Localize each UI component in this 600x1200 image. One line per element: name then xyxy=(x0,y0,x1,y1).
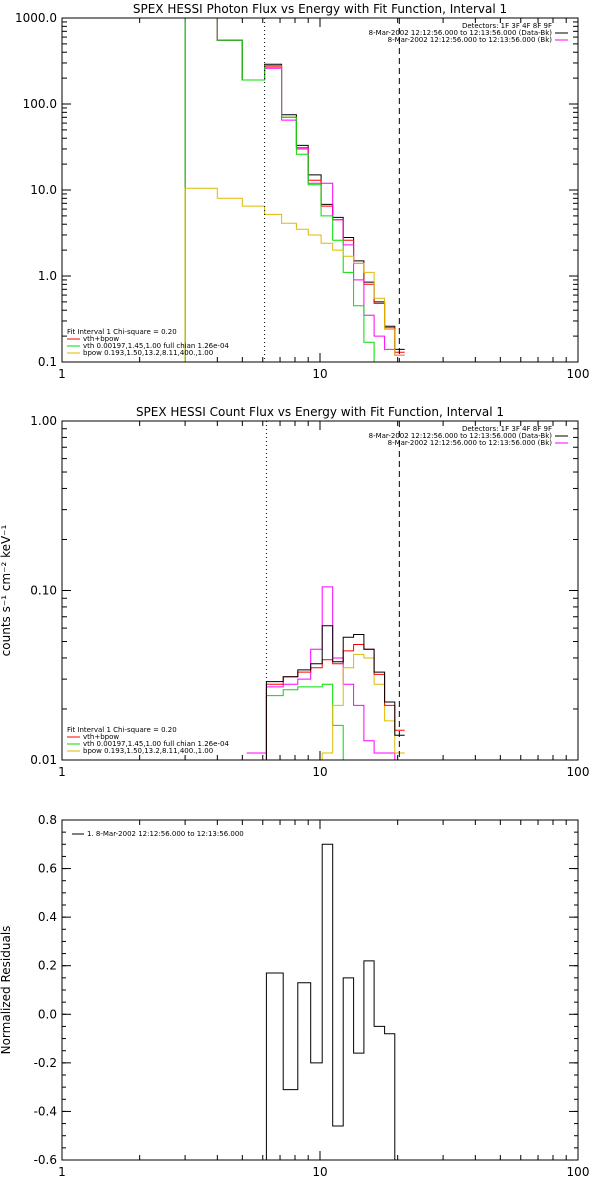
count-xtick-label: 100 xyxy=(567,765,590,779)
count-legend-entry: vth 0.00197,1.45,1.00 full chian 1.26e-0… xyxy=(83,740,229,748)
photon-legend-entry: vth+bpow xyxy=(83,335,119,343)
residuals-xtick-label: 1 xyxy=(58,1165,66,1179)
photon-ytick-label: 1000.0 xyxy=(15,11,57,25)
residuals-ytick-label: 0.6 xyxy=(38,862,57,876)
photon-series-vth xyxy=(184,18,405,362)
photon-info-line: Detectors: 1F 3F 4F 8F 9F xyxy=(462,22,552,30)
count-xtick-label: 10 xyxy=(312,765,327,779)
count-series-bpow xyxy=(265,653,405,760)
residuals-xtick-label: 10 xyxy=(312,1165,327,1179)
residuals-ytick-label: -0.6 xyxy=(34,1153,57,1167)
photon-legend-entry: bpow 0.193,1.50,13.2,8.11,400.,1.00 xyxy=(83,349,213,357)
count-ylabel: counts s⁻¹ cm⁻² keV⁻¹ xyxy=(0,524,13,656)
residuals-series-residual xyxy=(265,843,396,1160)
residuals-ytick-label: 0.4 xyxy=(38,910,57,924)
count-ytick-label: 1.00 xyxy=(30,414,57,428)
photon-xtick-label: 100 xyxy=(567,367,590,381)
photon-ytick-label: 1.0 xyxy=(38,269,57,283)
residuals-ytick-label: 0.2 xyxy=(38,959,57,973)
count-series-background xyxy=(246,586,405,760)
photon-xtick-label: 1 xyxy=(58,367,66,381)
residuals-ytick-label: 0.0 xyxy=(38,1007,57,1021)
photon-ytick-label: 100.0 xyxy=(23,97,57,111)
count-legend-entry: vth+bpow xyxy=(83,733,119,741)
count-ytick-label: 0.01 xyxy=(30,753,57,767)
photon-xtick-label: 10 xyxy=(312,367,327,381)
count-legend-entry: bpow 0.193,1.50,13.2,8.11,400.,1.00 xyxy=(83,747,213,755)
photon-series-background xyxy=(184,18,405,362)
photon-panel: SPEX HESSI Photon Flux vs Energy with Fi… xyxy=(15,2,589,381)
photon-ytick-label: 0.1 xyxy=(38,355,57,369)
residuals-ylabel: Normalized Residuals xyxy=(0,926,13,1055)
count-panel: SPEX HESSI Count Flux vs Energy with Fit… xyxy=(0,405,590,779)
count-info-line: 8-Mar-2002 12:12:56.000 to 12:13:56.000 … xyxy=(369,432,553,440)
residuals-xtick-label: 100 xyxy=(567,1165,590,1179)
photon-info-line: 8-Mar-2002 12:12:56.000 to 12:13:56.000 … xyxy=(369,29,553,37)
residuals-ytick-label: 0.8 xyxy=(38,813,57,827)
residuals-ytick-label: -0.2 xyxy=(34,1056,57,1070)
photon-ytick-label: 10.0 xyxy=(30,183,57,197)
count-info-line: Detectors: 1F 3F 4F 8F 9F xyxy=(462,425,552,433)
count-title: SPEX HESSI Count Flux vs Energy with Fit… xyxy=(136,405,504,419)
residuals-panel: Normalized Residuals 1 10 100 -0.6 -0.4 -0.2 0.… xyxy=(0,813,589,1179)
count-xtick-label: 1 xyxy=(58,765,66,779)
count-ytick-label: 0.10 xyxy=(30,584,57,598)
photon-info-line: 8-Mar-2002 12:12:56.000 to 12:13:56.000 … xyxy=(388,36,553,44)
photon-legend-entry: vth 0.00197,1.45,1.00 full chian 1.26e-0… xyxy=(83,342,229,350)
residuals-legend-entry: 1. 8-Mar-2002 12:12:56.000 to 12:13:56.0… xyxy=(87,830,244,838)
count-series-vth xyxy=(265,683,405,760)
count-series-data xyxy=(265,625,405,760)
photon-title: SPEX HESSI Photon Flux vs Energy with Fi… xyxy=(133,2,507,16)
photon-series-fit_total xyxy=(184,18,405,362)
count-info-line: 8-Mar-2002 12:12:56.000 to 12:13:56.000 … xyxy=(388,439,553,447)
count-legend-entry: Fit Interval 1 Chi-square = 0.20 xyxy=(67,726,177,734)
residuals-ytick-label: -0.4 xyxy=(34,1104,57,1118)
photon-plot-frame xyxy=(61,17,579,363)
residuals-plot-frame xyxy=(61,819,579,1161)
photon-series-bpow xyxy=(184,187,405,362)
photon-legend-entry: Fit Interval 1 Chi-square = 0.20 xyxy=(67,328,177,336)
photon-series-data xyxy=(184,18,405,362)
count-plot-frame xyxy=(61,420,579,761)
